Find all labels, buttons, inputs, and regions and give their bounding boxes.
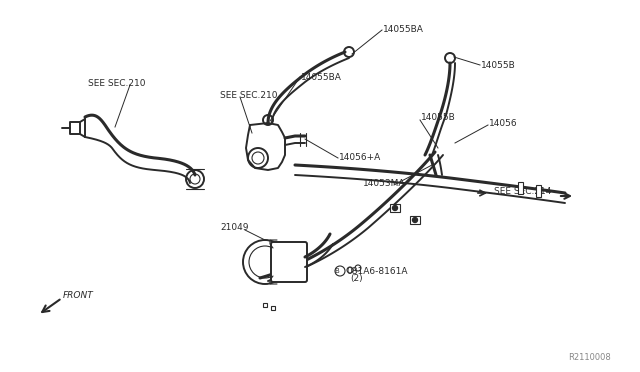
Bar xyxy=(410,216,420,224)
Text: SEE SEC.210: SEE SEC.210 xyxy=(88,78,145,87)
Text: B: B xyxy=(335,268,339,274)
Text: 14056+A: 14056+A xyxy=(339,154,381,163)
Bar xyxy=(390,204,400,212)
Text: 14055B: 14055B xyxy=(421,113,456,122)
Text: 14053MA: 14053MA xyxy=(363,179,406,187)
FancyBboxPatch shape xyxy=(271,242,307,282)
Text: 14055BA: 14055BA xyxy=(383,26,424,35)
Text: 21049: 21049 xyxy=(220,224,248,232)
Text: 14055B: 14055B xyxy=(481,61,516,70)
Text: 14055BA: 14055BA xyxy=(301,73,342,81)
Text: (2): (2) xyxy=(350,275,363,283)
Text: 14056: 14056 xyxy=(489,119,518,128)
Circle shape xyxy=(413,218,417,222)
Text: R2110008: R2110008 xyxy=(568,353,611,362)
Text: FRONT: FRONT xyxy=(63,291,93,299)
Bar xyxy=(536,185,541,197)
Text: 081A6-8161A: 081A6-8161A xyxy=(346,266,408,276)
Bar xyxy=(518,182,523,194)
Text: SEE SEC.214: SEE SEC.214 xyxy=(494,187,552,196)
Text: SEE SEC.210: SEE SEC.210 xyxy=(220,90,278,99)
Circle shape xyxy=(392,205,397,211)
